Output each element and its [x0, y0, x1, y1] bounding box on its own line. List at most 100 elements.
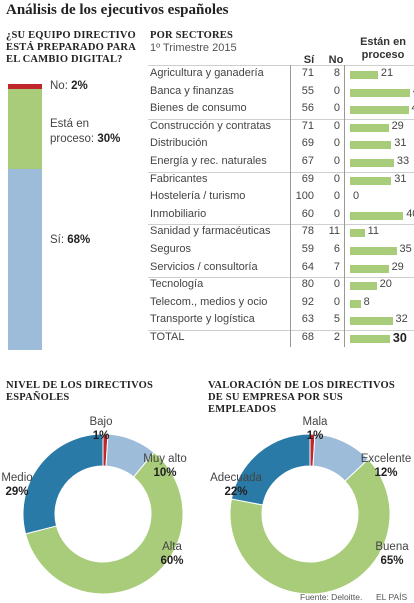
sector-name: Energía y rec. naturales [150, 155, 267, 167]
no-value: 0 [333, 190, 340, 203]
stack-segment-proceso [8, 89, 42, 171]
sector-name: Tecnología [150, 278, 204, 291]
proceso-value: 20 [379, 278, 392, 291]
donut1-label-alta: Alta 60% [160, 541, 184, 567]
source-note: Fuente: Deloitte. [300, 592, 363, 602]
proceso-value: 44 [412, 102, 414, 114]
no-value: 7 [333, 260, 340, 273]
si-value: 67 [301, 155, 314, 167]
sector-name: Construcción y contratas [150, 119, 272, 132]
proceso-value: 33 [396, 155, 410, 167]
page-title: Análisis de los ejecutivos españoles [6, 2, 229, 18]
proceso-value: 21 [380, 67, 394, 79]
proceso-value: 31 [394, 137, 407, 150]
si-value: 100 [295, 190, 314, 203]
sector-name: Fabricantes [150, 172, 208, 185]
si-value: 69 [301, 137, 314, 150]
proceso-value: 8 [363, 295, 370, 308]
sector-name: Transporte y logística [150, 313, 255, 326]
col-header-proceso: Están en proceso [360, 36, 406, 61]
donut2-heading: VALORACIÓN DE LOS DIRECTIVOS DE SU EMPRE… [208, 380, 395, 415]
no-value: 0 [333, 102, 340, 115]
sector-name: Distribución [150, 137, 208, 150]
no-value: 0 [333, 155, 340, 167]
sector-name: Hostelería / turismo [150, 190, 246, 203]
proceso-bar [350, 106, 409, 115]
si-value: 80 [301, 278, 314, 291]
group-separator [148, 171, 414, 173]
no-value: 0 [333, 207, 340, 220]
no-value: 5 [333, 313, 340, 326]
proceso-bar [350, 88, 410, 97]
donut2-label-buena: Buena 65% [375, 541, 409, 567]
donut-chart-valoracion [229, 433, 391, 594]
proceso-bar [350, 123, 389, 132]
no-value: 0 [333, 137, 340, 150]
no-value: 2 [333, 331, 340, 343]
no-value: 8 [333, 67, 340, 79]
si-value: 78 [301, 225, 314, 238]
donut1-heading: NIVEL DE LOS DIRECTIVOS ESPAÑOLES [6, 380, 154, 403]
nivel-slice-alta [24, 451, 184, 594]
no-value: 0 [333, 119, 340, 132]
no-value: 11 [328, 225, 340, 238]
group-separator [148, 277, 414, 279]
proceso-bar [350, 282, 377, 291]
stack-heading: ¿SU EQUIPO DIRECTIVO ESTÁ PREPARADO PARA… [6, 30, 136, 65]
stack-label-si: Sí: 68% [50, 234, 91, 246]
stack-label-no: No: 2% [50, 80, 88, 92]
si-value: 64 [301, 260, 314, 273]
valoracion-slice-buena [229, 458, 391, 594]
proceso-bar [350, 141, 392, 150]
si-value: 71 [301, 119, 314, 132]
sector-name: Telecom., medios y ocio [150, 295, 268, 308]
stack-label-proceso: Está en proceso: 30% [50, 118, 121, 145]
no-value: 0 [333, 172, 340, 185]
col-divider-no [344, 65, 345, 347]
sector-name: Sanidad y farmacéuticas [150, 225, 271, 238]
proceso-bar [350, 71, 378, 79]
no-value: 0 [333, 278, 340, 291]
proceso-value: 29 [391, 119, 404, 132]
si-value: 68 [301, 331, 314, 343]
proceso-bar [350, 211, 404, 220]
si-value: 63 [301, 313, 314, 326]
group-separator [148, 118, 414, 120]
proceso-bar [350, 335, 390, 343]
sectors-subtitle: 1º Trimestre 2015 [150, 42, 237, 54]
proceso-value: 40 [406, 207, 414, 220]
si-value: 59 [301, 243, 314, 255]
no-value: 0 [333, 295, 340, 308]
proceso-bar [350, 264, 389, 273]
proceso-value: 32 [395, 313, 408, 326]
table-separator [148, 65, 414, 66]
proceso-value: 11 [367, 225, 380, 238]
proceso-bar [350, 317, 393, 326]
si-value: 92 [301, 295, 314, 308]
proceso-bar [350, 159, 394, 167]
proceso-bar [350, 299, 361, 308]
donut2-label-adecuada: Adecuada 22% [210, 472, 262, 498]
proceso-value: 35 [399, 243, 412, 255]
proceso-bar [350, 176, 392, 185]
total-label: TOTAL [150, 331, 185, 343]
col-header-si: Sí [303, 54, 315, 66]
sector-name: Inmobiliario [150, 207, 207, 220]
donut1-label-bajo: Bajo 1% [89, 416, 113, 442]
col-header-no: No [328, 54, 344, 66]
no-value: 0 [333, 84, 340, 97]
valoracion-slice-adecuada [230, 433, 311, 506]
no-value: 6 [333, 243, 340, 255]
stack-segment-si [8, 169, 42, 350]
proceso-bar [350, 247, 397, 255]
group-separator [148, 330, 414, 331]
donut1-label-medio: Medio 29% [1, 472, 33, 498]
proceso-value: 45 [413, 85, 414, 97]
stacked-bar [8, 84, 42, 350]
si-value: 56 [301, 102, 314, 115]
si-value: 55 [301, 84, 314, 97]
sectors-heading: POR SECTORES [150, 30, 234, 41]
proceso-value: 29 [391, 260, 404, 273]
proceso-value: 0 [353, 190, 360, 203]
sector-name: Seguros [150, 243, 191, 255]
